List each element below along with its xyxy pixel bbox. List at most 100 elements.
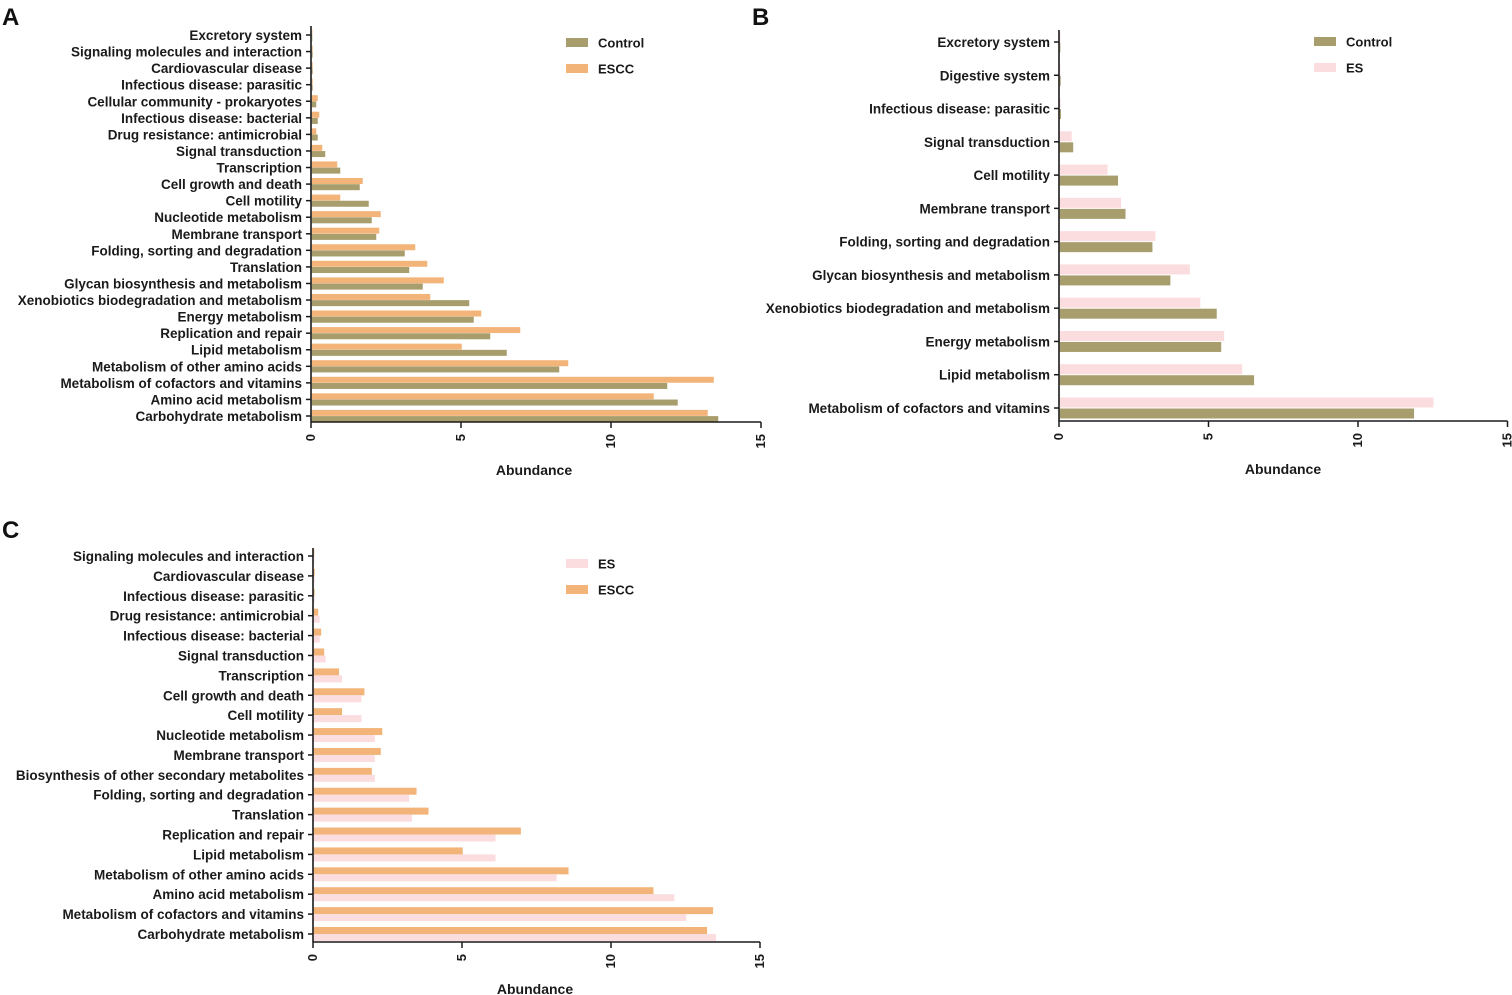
panel-a-bar-escc-folding-sorting-and-degradation	[311, 244, 416, 251]
panel-b-legend-swatch-control	[1314, 37, 1336, 46]
panel-a-bar-control-amino-acid-metabolism	[311, 399, 678, 406]
panel-a-bar-control-energy-metabolism	[311, 316, 474, 323]
panel-a-x-tick-label: 0	[303, 434, 318, 441]
panel-c-bar-escc-metabolism-of-cofactors-and-vitamins	[313, 907, 714, 915]
panel-a-category-label: Cellular community - prokaryotes	[87, 94, 302, 109]
panel-b-x-tick-label: 15	[1500, 433, 1512, 447]
panel-c-legend-label-es: ES	[598, 557, 616, 572]
panel-a-category-label: Translation	[230, 260, 302, 275]
panel-a-chart: Excretory system Signaling molecules and …	[18, 26, 768, 478]
panel-b-category-label: Xenobiotics biodegradation and metabolis…	[766, 301, 1050, 316]
panel-c-bar-es-carbohydrate-metabolism	[313, 934, 717, 941]
panel-a-bar-control-replication-and-repair	[311, 333, 491, 340]
panel-c-x-tick-label: 0	[305, 954, 320, 961]
panel-a-category-label: Energy metabolism	[177, 310, 302, 325]
panel-c-category-label: Folding, sorting and degradation	[93, 788, 304, 803]
panel-b-bar-es-metabolism-of-cofactors-and-vitamins	[1059, 397, 1434, 408]
panel-a-x-axis-title: Abundance	[496, 462, 572, 478]
panel-c-category-label: Drug resistance: antimicrobial	[110, 609, 304, 624]
panel-a-bar-escc-replication-and-repair	[311, 327, 521, 334]
panel-b-bar-control-infectious-disease-parasitic	[1059, 109, 1061, 120]
panel-a-bar-escc-nucleotide-metabolism	[311, 211, 381, 218]
panel-b-category-label: Lipid metabolism	[939, 368, 1050, 383]
panel-a-category-label: Drug resistance: antimicrobial	[108, 127, 302, 142]
panel-c-bar-escc-membrane-transport	[313, 747, 381, 755]
panel-a-legend-swatch-control	[566, 38, 588, 47]
panel-b-legend-label-es: ES	[1346, 61, 1364, 76]
panel-a-category-label: Glycan biosynthesis and metabolism	[64, 276, 302, 291]
panel-a-bar-control-signal-transduction	[311, 151, 326, 158]
panel-c-bar-escc-cell-motility	[313, 708, 343, 716]
panel-c-bar-es-drug-resistance-antimicrobial	[313, 615, 320, 623]
panel-b-bar-control-signal-transduction	[1059, 142, 1074, 153]
panel-c-bar-es-biosynthesis-of-other-secondary-metabolites	[313, 774, 375, 782]
panel-a-bar-control-infectious-disease-bacterial	[311, 117, 318, 124]
panel-b-category-label: Infectious disease: parasitic	[869, 102, 1050, 117]
panel-b-category-label: Signal transduction	[924, 135, 1050, 150]
panel-c-legend-swatch-escc	[566, 585, 588, 594]
panel-a-bar-escc-membrane-transport	[311, 227, 380, 234]
panel-b-legend-swatch-es	[1314, 63, 1336, 72]
panel-c-bar-es-folding-sorting-and-degradation	[313, 794, 410, 802]
panel-a-category-label: Cell growth and death	[161, 177, 302, 192]
panel-b-bar-control-metabolism-of-cofactors-and-vitamins	[1059, 408, 1415, 419]
panel-b-bar-control-glycan-biosynthesis-and-metabolism	[1059, 275, 1171, 286]
panel-b-bar-control-energy-metabolism	[1059, 341, 1222, 352]
panel-a-bar-control-cell-growth-and-death	[311, 184, 360, 191]
panel-a-category-label: Metabolism of cofactors and vitamins	[60, 376, 302, 391]
panel-c-category-label: Translation	[232, 808, 304, 823]
panel-c-category-label: Lipid metabolism	[193, 847, 304, 862]
panel-b-bar-es-excretory-system	[1059, 31, 1061, 42]
panel-c-bar-es-lipid-metabolism	[313, 854, 496, 862]
panel-a-legend-label-control: Control	[598, 36, 644, 51]
panel-a-category-label: Replication and repair	[160, 326, 303, 341]
panel-c-category-label: Cardiovascular disease	[153, 569, 304, 584]
panel-c-category-label: Amino acid metabolism	[152, 887, 304, 902]
panel-label-b: B	[752, 4, 769, 31]
panel-a-category-label: Lipid metabolism	[191, 343, 302, 358]
panel-c-category-label: Metabolism of cofactors and vitamins	[62, 907, 304, 922]
panel-b-bar-control-lipid-metabolism	[1059, 375, 1255, 386]
panel-b-bar-es-energy-metabolism	[1059, 330, 1225, 341]
panel-c-bar-escc-drug-resistance-antimicrobial	[313, 608, 319, 616]
panel-a-bar-escc-energy-metabolism	[311, 310, 482, 317]
panel-b-category-label: Cell motility	[973, 168, 1050, 183]
panel-b-bar-es-xenobiotics-biodegradation-and-metabolism	[1059, 297, 1201, 308]
panel-a-bar-escc-cell-motility	[311, 194, 341, 201]
panel-a-bar-control-metabolism-of-cofactors-and-vitamins	[311, 382, 668, 389]
panel-a-x-tick-label: 10	[603, 434, 618, 448]
panel-a-bar-control-transcription	[311, 167, 341, 174]
panel-b-x-tick-label: 10	[1350, 433, 1365, 447]
panel-c-category-label: Infectious disease: parasitic	[123, 589, 304, 604]
panel-a-bar-escc-infectious-disease-parasitic	[311, 78, 313, 85]
panel-c-category-label: Metabolism of other amino acids	[94, 867, 304, 882]
panel-a-bar-escc-cardiovascular-disease	[311, 62, 313, 69]
panel-c-bar-escc-infectious-disease-bacterial	[313, 628, 322, 636]
panel-a-bar-control-lipid-metabolism	[311, 349, 507, 356]
panel-label-a: A	[2, 4, 19, 31]
panel-a-category-label: Nucleotide metabolism	[154, 210, 302, 225]
panel-a-bar-escc-metabolism-of-cofactors-and-vitamins	[311, 376, 714, 383]
panel-b-legend-label-control: Control	[1346, 35, 1392, 50]
panel-c-category-label: Membrane transport	[173, 748, 304, 763]
panel-c-bar-escc-carbohydrate-metabolism	[313, 927, 708, 934]
panel-c-chart: Signaling molecules and interaction Cardi…	[16, 548, 767, 995]
panel-a-bar-escc-lipid-metabolism	[311, 343, 462, 350]
panel-a-bar-escc-signal-transduction	[311, 144, 323, 151]
panel-a-bar-control-glycan-biosynthesis-and-metabolism	[311, 283, 423, 290]
panel-b-bar-es-infectious-disease-parasitic	[1059, 98, 1061, 109]
panel-a-bar-escc-xenobiotics-biodegradation-and-metabolism	[311, 293, 431, 300]
panel-c-category-label: Infectious disease: bacterial	[123, 629, 304, 644]
panel-c-bar-escc-biosynthesis-of-other-secondary-metabolites	[313, 767, 372, 775]
panel-a-bar-control-cellular-community-prokaryotes	[311, 101, 317, 108]
panel-a-category-label: Excretory system	[189, 28, 302, 43]
panel-c-bar-escc-replication-and-repair	[313, 827, 521, 835]
panel-c-bar-es-nucleotide-metabolism	[313, 735, 375, 743]
panel-c-bar-es-cell-motility	[313, 715, 362, 723]
panel-a-category-label: Carbohydrate metabolism	[135, 409, 302, 424]
panel-a-category-label: Infectious disease: parasitic	[121, 78, 302, 93]
panel-a-category-label: Infectious disease: bacterial	[121, 111, 302, 126]
panel-a-bar-escc-signaling-molecules-and-interaction	[311, 45, 313, 52]
panel-c-bar-es-infectious-disease-bacterial	[313, 635, 320, 643]
panel-c-bar-escc-amino-acid-metabolism	[313, 887, 654, 895]
